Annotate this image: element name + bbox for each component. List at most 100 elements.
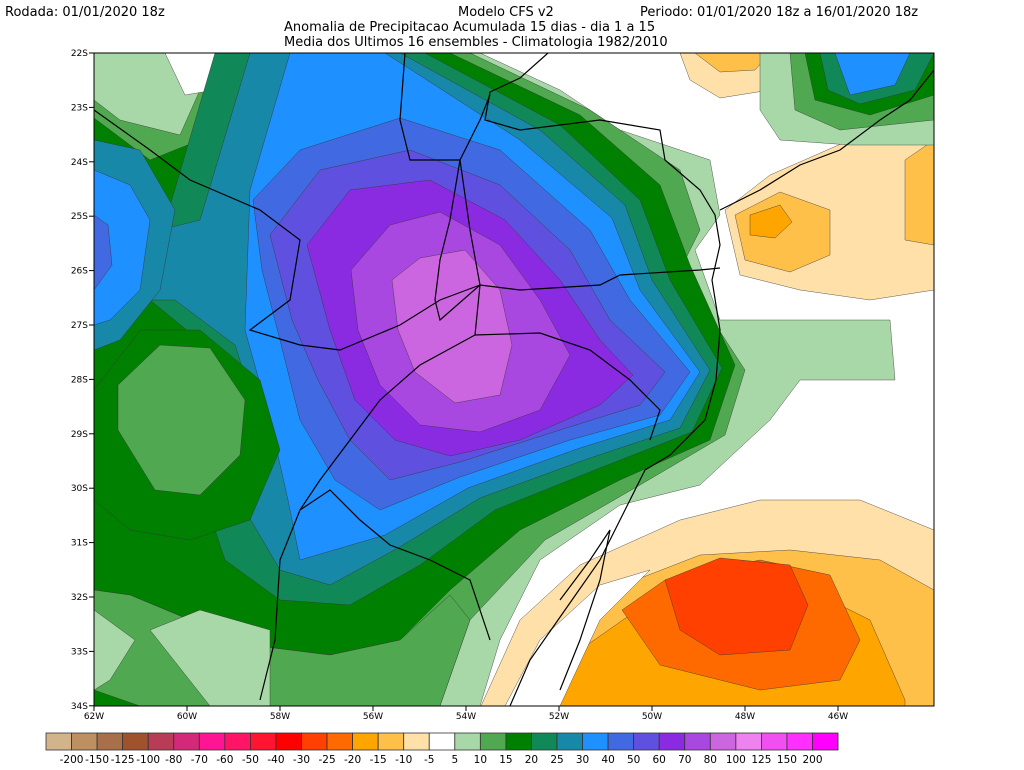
coastline-north [719,69,934,211]
contour-m15-ne [749,204,793,239]
colorbar-label: 200 [802,754,822,766]
colorbar-swatch [761,732,788,751]
lat-label: 22S [71,49,88,59]
contour-10-patch [94,53,201,136]
colorbar-label: -30 [293,754,310,766]
border-parana [399,53,491,161]
colorbar-swatch [812,732,839,751]
colorbar-swatch [173,732,200,751]
contour-m10-east [904,139,934,246]
contour-40-left [94,169,151,326]
colorbar-swatch [658,732,686,751]
lon-label: 62W [84,712,104,722]
lon-label: 60W [177,712,197,722]
lon-label: 58W [270,712,290,722]
colorbar-swatch [301,732,328,751]
colorbar-swatch [326,732,353,751]
lat-label: 23S [71,103,88,113]
contour-m10-north [694,53,771,73]
political-borders [94,53,934,706]
colorbar-label: 5 [451,754,458,766]
lat-label: 30S [71,484,88,494]
colorbar-label: -150 [85,754,109,766]
lon-label: 56W [363,712,383,722]
colorbar-swatch [607,732,635,751]
colorbar-swatch [531,732,558,751]
map-title: Anomalia de Precipitacao Acumulada 15 di… [284,20,656,35]
colorbar-label: -200 [60,754,84,766]
lat-label: 24S [71,158,88,168]
lat-label: 25S [71,212,88,222]
lon-label: 52W [549,712,569,722]
border-paraguay [94,109,481,351]
lon-label: 50W [642,712,662,722]
lon-label: 46W [828,712,848,722]
colorbar-swatch [198,732,226,751]
colorbar-swatch [709,732,737,751]
colorbar-swatch [71,732,98,751]
contour-m30-se [664,557,809,656]
colorbar-label: 125 [751,754,771,766]
lon-label: 48W [735,712,755,722]
colorbar-swatch [249,732,277,751]
colorbar-swatch [96,732,124,751]
colorbar-label: -100 [136,754,160,766]
colorbar-label: 60 [653,754,666,766]
colorbar-label: -20 [344,754,361,766]
colorbar-label: 15 [499,754,512,766]
colorbar-label: -125 [111,754,135,766]
colorbar-label: 150 [777,754,797,766]
colorbar-label: -80 [165,754,182,766]
colorbar-label: 20 [525,754,538,766]
lat-label: 28S [71,375,88,385]
colorbar-swatch [428,732,456,751]
colorbar-swatch [582,732,609,751]
lat-label: 31S [71,539,88,549]
contour-20-sw [94,689,141,706]
colorbar-label: -50 [242,754,259,766]
model-name: Modelo CFS v2 [458,5,554,20]
forecast-period: Periodo: 01/01/2020 18z a 16/01/2020 18z [640,5,919,20]
colorbar-label: 30 [576,754,589,766]
colorbar-swatch [403,732,430,751]
lat-label: 27S [71,321,88,331]
white-gap [504,569,651,706]
lat-label: 32S [71,593,88,603]
colorbar-label: -60 [216,754,233,766]
colorbar-swatch [556,732,583,751]
axes: 62W 60W 58W 56W 54W 52W 50W 48W 46W 22S 23S 24S 25S 2… [71,49,848,722]
colorbar-label: -5 [424,754,434,766]
colorbar-swatch [224,732,251,751]
colorbar-swatch [45,732,72,751]
contour-15-west [117,344,246,496]
colorbar-swatch [786,732,813,751]
lagoon [559,529,611,691]
colorbar-label: -70 [191,754,208,766]
colorbar-label: 100 [726,754,746,766]
colorbar-label: -40 [267,754,284,766]
colorbar-swatch [633,732,660,751]
colorbar-swatch [377,732,405,751]
colorbar-label: 40 [601,754,614,766]
lat-label: 34S [71,702,88,712]
border-uruguay [299,489,491,641]
colorbar-label: 10 [474,754,487,766]
border-rio-grande [459,159,661,441]
contour-50-left [94,214,113,291]
border-argentina-brazil [259,334,476,701]
contour-10-sw1 [94,609,136,691]
lon-label: 54W [456,712,476,722]
colorbar-swatch [505,732,532,751]
colorbar-label: 25 [550,754,563,766]
colorbar-swatch [352,732,379,751]
colorbar-swatch [275,732,302,751]
contour-10-sw2 [149,609,271,706]
colorbar-swatch [479,732,507,751]
lat-label: 29S [71,430,88,440]
colorbar-label: -15 [370,754,387,766]
lat-label: 26S [71,267,88,277]
colorbar-swatch [735,732,762,751]
colorbar-legend: -200 -150 -125 -100 -80 -70 -60 -50 -40 -30 -25 -20… [45,732,839,766]
run-date: Rodada: 01/01/2020 18z [5,5,165,20]
